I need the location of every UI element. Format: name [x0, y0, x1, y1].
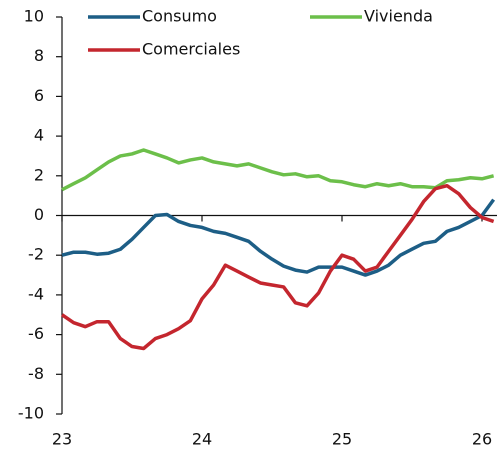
y-tick-label: -4 — [28, 284, 44, 303]
y-tick-label: -2 — [28, 245, 44, 264]
legend-label: Vivienda — [364, 7, 433, 26]
series-line — [61, 148, 495, 192]
y-tick-label: 0 — [34, 205, 44, 224]
y-tick-label: 8 — [34, 46, 44, 65]
x-tick-label: 24 — [192, 430, 212, 449]
legend-label: Comerciales — [142, 40, 240, 59]
series-line — [61, 198, 496, 277]
x-tick-label: 26 — [472, 430, 492, 449]
legend-label: Consumo — [142, 7, 217, 26]
x-tick-label: 25 — [332, 430, 352, 449]
y-tick-label: 10 — [24, 7, 44, 26]
y-tick-label: -8 — [28, 364, 44, 383]
x-tick-label: 23 — [52, 430, 72, 449]
y-tick-label: 2 — [34, 165, 44, 184]
series-line — [61, 183, 495, 351]
y-tick-label: 4 — [34, 126, 44, 145]
y-tick-label: -6 — [28, 324, 44, 343]
y-tick-label: 6 — [34, 86, 44, 105]
y-tick-label: -10 — [18, 404, 44, 423]
